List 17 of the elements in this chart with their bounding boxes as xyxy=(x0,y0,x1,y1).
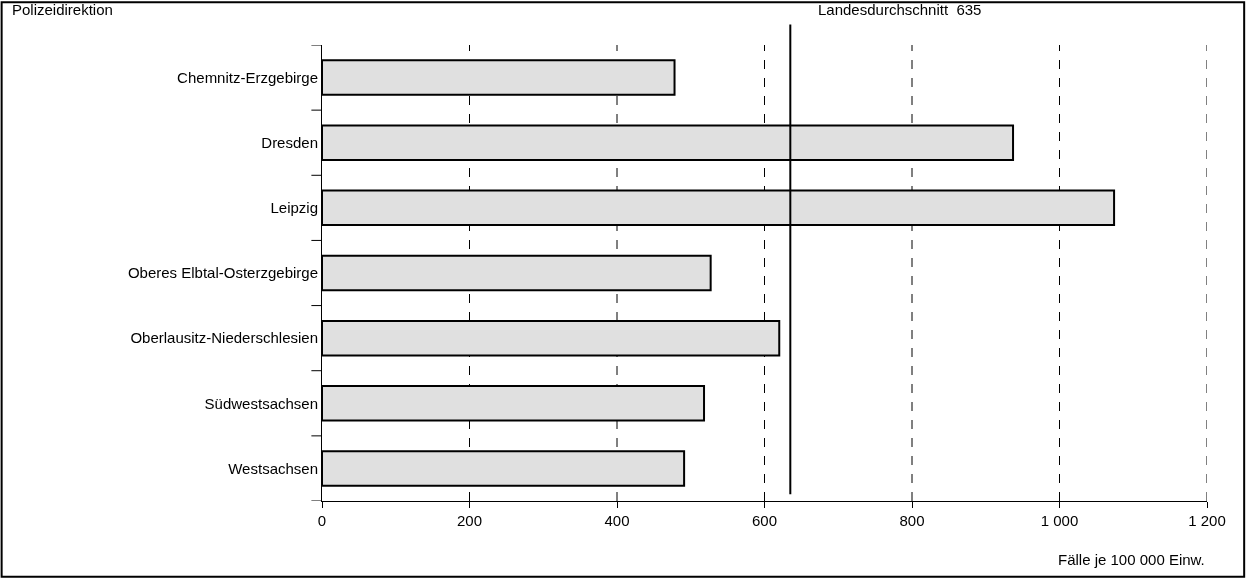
y-tick-label: Westsachsen xyxy=(228,459,318,477)
y-tick-label: Oberlausitz-Niederschlesien xyxy=(130,329,318,347)
x-tick-label: 200 xyxy=(456,512,483,529)
x-tick-label: 400 xyxy=(604,512,630,529)
x-axis-title: Fälle je 100 000 Einw. xyxy=(1058,551,1205,568)
x-tick-label: 800 xyxy=(899,512,925,529)
ref-line-label: Landesdurchschnitt 635 xyxy=(818,1,982,18)
y-tick-label: Leipzig xyxy=(270,199,318,217)
x-tick-label: 1 000 xyxy=(1040,512,1079,529)
x-tick-label: 0 xyxy=(317,512,327,529)
y-tick-label: Oberes Elbtal-Osterzgebirge xyxy=(127,264,318,282)
y-tick-label: Dresden xyxy=(261,133,318,151)
y-tick-label: Chemnitz-Erzgebirge xyxy=(177,68,318,86)
x-tick-label: 1 200 xyxy=(1188,512,1226,529)
y-tick-label: Südwestsachsen xyxy=(204,394,318,412)
y-axis-title: Polizeidirektion xyxy=(12,1,113,18)
x-tick-label: 600 xyxy=(751,512,778,529)
